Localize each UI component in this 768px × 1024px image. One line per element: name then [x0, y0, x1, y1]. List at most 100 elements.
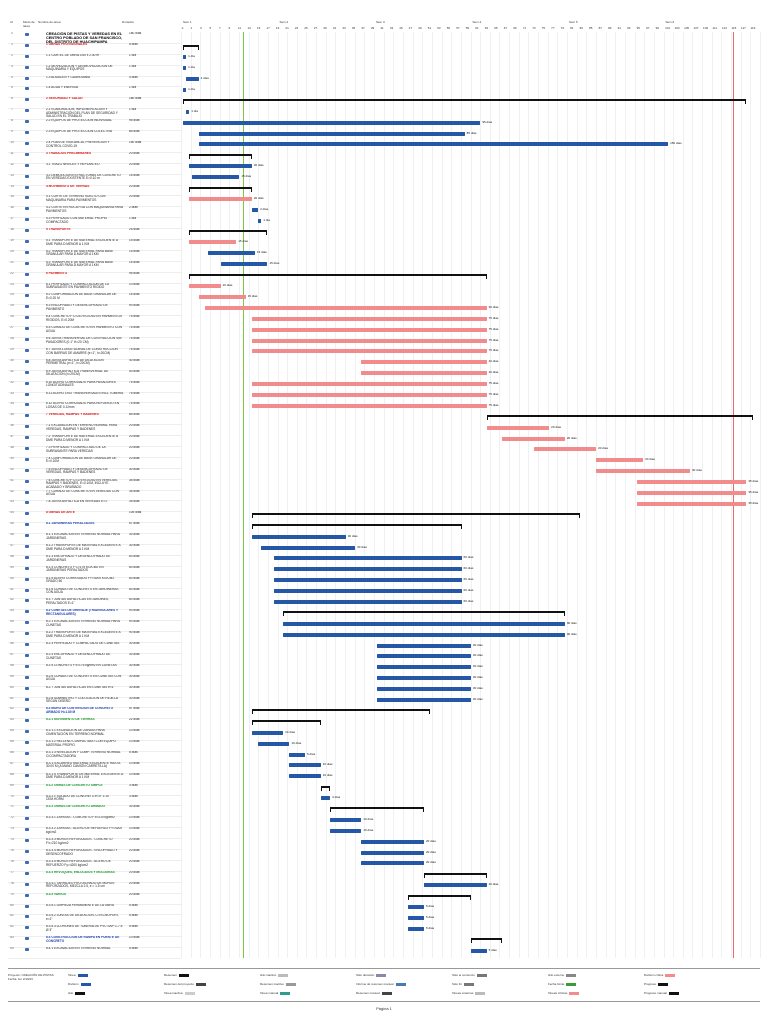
task-bar[interactable] [408, 905, 424, 910]
summary-bar[interactable] [183, 99, 747, 105]
task-bar[interactable] [289, 752, 306, 757]
task-bar[interactable] [408, 926, 424, 931]
table-row[interactable]: 70 8.3.2.1 SOLADO DE CONCRETO e=4" 1:10 C… [8, 795, 181, 807]
table-row[interactable]: 56 8.2.3 PERFILADO Y COMPACTADO DE CUNETA… [8, 642, 181, 654]
task-bar[interactable] [289, 774, 321, 779]
table-row[interactable]: 44 8 OBRAS DE ARTE 105 días [8, 511, 181, 524]
table-row[interactable]: 40 7.5 ENCOFRADO Y DESENCOFRADO DE VEREDA… [8, 468, 181, 480]
task-bar[interactable] [377, 676, 471, 681]
table-row[interactable]: 14 4 MOVIMIENTO DE TIERRAS 20 días [8, 185, 181, 197]
table-row[interactable]: 59 8.2.6 CURADO DE CONCRETO EN CUNETAS CO… [8, 675, 181, 687]
task-bar[interactable] [189, 284, 221, 289]
table-row[interactable]: 50 8.1.5 ACERO CORRUGADO FY=4200 KG/CM2 G… [8, 577, 181, 589]
task-bar[interactable] [273, 589, 462, 594]
task-bar[interactable] [636, 491, 747, 496]
table-row[interactable]: 58 8.2.5 CONCRETO F'c=175 kg/cm2 EN CUNET… [8, 664, 181, 676]
task-bar[interactable] [361, 371, 487, 376]
table-row[interactable]: 7 2.1 ELABORACIÓN, IMPLEMENTACIÓN Y ADMIN… [8, 108, 181, 121]
summary-bar[interactable] [251, 524, 462, 530]
summary-bar[interactable] [320, 785, 331, 791]
task-bar[interactable] [183, 120, 481, 125]
task-bar[interactable] [596, 469, 690, 474]
task-bar[interactable] [183, 66, 187, 71]
task-bar[interactable] [258, 741, 290, 746]
task-bar[interactable] [361, 861, 424, 866]
table-row[interactable]: 54 8.2.1 EXCAVACIÓN EN TERRENO NORMAL PAR… [8, 620, 181, 633]
task-bar[interactable] [251, 730, 284, 735]
table-row[interactable]: 20 5.2 TRANSPORTE DE MATERIAL PARA BASE G… [8, 250, 181, 262]
table-row[interactable]: 39 7.4 CONFORMACIÓN DE BASE GRANULAR DE E… [8, 457, 181, 469]
task-bar[interactable] [183, 55, 187, 60]
summary-bar[interactable] [470, 938, 503, 944]
task-bar[interactable] [208, 251, 255, 256]
task-bar[interactable] [186, 77, 199, 82]
table-row[interactable]: 82 8.3.5.3 LLORONES DE TUBERÍA DE PVC SAP… [8, 925, 181, 938]
table-row[interactable]: 13 3.2 DEMOLICIÓN ESTRUCTURAS DE CONCRETO… [8, 174, 181, 186]
task-bar[interactable] [596, 458, 644, 463]
table-row[interactable]: 12 3.1 TRAZO NIVELES Y REPLANTEO 20 días [8, 163, 181, 175]
task-bar[interactable] [273, 567, 462, 572]
table-row[interactable]: 52 8.1.7 JUNTAS ASFÁLTICAS EN JARDINES, P… [8, 598, 181, 611]
task-bar[interactable] [189, 196, 252, 201]
table-row[interactable]: 65 8.3.1.2 RELLENO COMPACTADO CON EQUIPO … [8, 740, 181, 752]
task-bar[interactable] [251, 403, 487, 408]
task-bar[interactable] [186, 109, 190, 114]
table-row[interactable]: 3 1.2 MOVILIZACIÓN Y DESMOVILIZACIÓN DE M… [8, 65, 181, 77]
summary-bar[interactable] [183, 44, 199, 50]
summary-bar[interactable] [189, 186, 252, 192]
table-row[interactable]: 62 8.3 MURO DE CONTENCIÓN DE CONCRETO ARM… [8, 707, 181, 720]
task-bar[interactable] [183, 87, 187, 92]
summary-bar[interactable] [423, 872, 487, 878]
task-bar[interactable] [198, 142, 669, 147]
table-row[interactable]: 47 8.1.2 TRANSPORTE DE MATERIAL EXCEDENTE… [8, 544, 181, 556]
table-row[interactable]: 19 5.1 TRANSPORTE DE MATERIAL EXCEDENTE A… [8, 239, 181, 251]
table-row[interactable]: 2 1.1 CARTEL DE OBRA 3.60 x 2.40 m 1 día [8, 54, 181, 66]
summary-bar[interactable] [189, 273, 487, 279]
table-row[interactable]: 84 8.4.1 EXCAVACIÓN EN TERRENO NORMAL 5 dí… [8, 947, 181, 959]
table-row[interactable]: 33 6.11 ACERO LISO TRANSVERSALES INCL TUB… [8, 392, 181, 404]
summary-bar[interactable] [408, 894, 471, 900]
table-row[interactable]: 1 1 OBRAS PROVISIONALES 5 días [8, 43, 181, 55]
table-row[interactable]: 34 6.12 ACERO CORRUGADO PARA REFUERZO EN … [8, 402, 181, 415]
table-row[interactable]: 45 8.1 JARDINERAS PERALTADOS 67 días [8, 522, 181, 535]
table-row[interactable]: 80 8.3.5.1 LIMPIEZA PERMANENTE DE LA OBRA… [8, 904, 181, 916]
task-bar[interactable] [486, 425, 550, 430]
task-bar[interactable] [330, 817, 362, 822]
table-row[interactable]: 51 8.1.6 CURADO DE CONCRETO EN JARDINERAS… [8, 588, 181, 600]
summary-bar[interactable] [189, 230, 268, 236]
table-row[interactable]: 69 8.3.2 OBRAS DE CONCRETO SIMPLE 3 días [8, 784, 181, 796]
task-bar[interactable] [361, 850, 424, 855]
task-bar[interactable] [251, 382, 487, 387]
table-row[interactable]: 11 3 TRABAJOS PRELIMINARES 20 días [8, 152, 181, 164]
table-row[interactable]: 22 6 PAVIMENTO 95 días [8, 272, 181, 284]
task-bar[interactable] [289, 763, 321, 768]
table-row[interactable]: 35 7 VEREDAS, RAMPAS Y BADENES 85 días [8, 413, 181, 426]
summary-bar[interactable] [330, 807, 424, 813]
task-bar[interactable] [189, 164, 252, 169]
table-row[interactable]: 66 8.3.1.3 NIVELACIÓN Y COMP. TERRENO NOR… [8, 751, 181, 763]
table-row[interactable]: 37 7.2 TRANSPORTE DE MATERIAL EXCEDENTE A… [8, 435, 181, 447]
table-row[interactable]: 81 8.3.5.2 JUNTAS DE DILATACIÓN, C/TECNOP… [8, 914, 181, 927]
task-bar[interactable] [261, 545, 356, 550]
task-bar[interactable] [189, 240, 237, 245]
task-bar[interactable] [423, 883, 487, 888]
table-row[interactable]: 28 6.6 JUNTA TRANSVERSAL DE CONTRACCIÓN S… [8, 337, 181, 349]
task-bar[interactable] [377, 654, 471, 659]
task-bar[interactable] [502, 436, 565, 441]
task-bar[interactable] [283, 632, 565, 637]
table-row[interactable]: 49 8.1.4 CONCRETO F'C=175 KG/CM2 EN JARDI… [8, 566, 181, 578]
task-bar[interactable] [408, 915, 424, 920]
table-row[interactable]: 75 8.3.3.4 MUROS REFORZADOS - ENCOFRADO Y… [8, 849, 181, 861]
summary-bar[interactable] [189, 153, 252, 159]
task-bar[interactable] [377, 698, 471, 703]
table-row[interactable]: 32 6.10 ACERO CORRUGADO PARA PASADORES LO… [8, 381, 181, 393]
task-bar[interactable] [251, 327, 487, 332]
table-row[interactable]: 27 6.5 CURADO DE CONCRETO EN PAVIMENTO CO… [8, 326, 181, 339]
table-row[interactable]: 31 6.9 JUNTA ASFÁLTICA TRANSVERSAL DE DIL… [8, 370, 181, 382]
table-row[interactable]: 73 8.3.3.2 ZAPATAS - ACERO DE REFUERZO FY… [8, 827, 181, 840]
table-row[interactable]: 67 8.3.1.4 ACARREO MATERIAL EXCEDENTE HAS… [8, 762, 181, 774]
task-bar[interactable] [273, 599, 462, 604]
table-row[interactable]: 57 8.2.4 ENCOFRADO Y DESENCOFRADO DE CUNE… [8, 653, 181, 665]
task-bar[interactable] [361, 360, 487, 365]
table-row[interactable]: 78 8.3.4.1 TARRAJEO FROTACHADO DE MUROS R… [8, 882, 181, 894]
